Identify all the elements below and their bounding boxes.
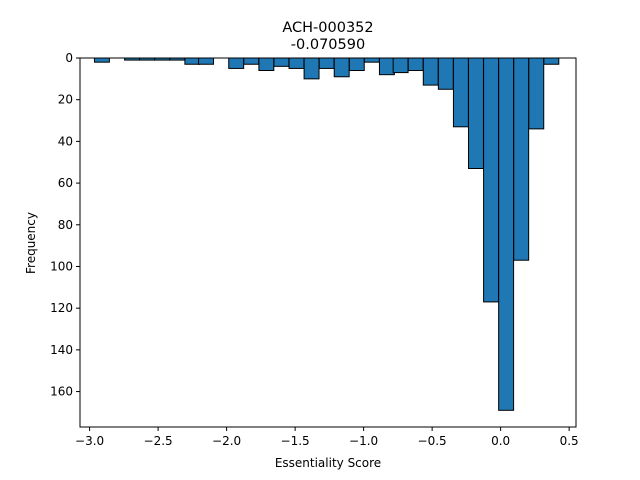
- histogram-bar: [452, 57, 469, 128]
- histogram-bar: [288, 57, 305, 69]
- histogram-bar: [363, 57, 380, 63]
- histogram-bar: [407, 57, 424, 72]
- histogram-bar: [303, 57, 320, 80]
- plot-frame: [79, 57, 577, 428]
- histogram-bar: [184, 57, 201, 65]
- y-tick-label: 80: [58, 218, 73, 232]
- histogram-bar: [468, 57, 484, 169]
- y-tick-label: 160: [50, 385, 73, 399]
- chart-subtitle: -0.070590: [291, 37, 365, 53]
- histogram-bar: [198, 57, 215, 65]
- histogram-bar: [392, 57, 409, 74]
- x-tick-label: −2.5: [144, 434, 173, 448]
- chart-title: ACH-000352: [282, 20, 373, 36]
- x-axis-label: Essentiality Score: [275, 456, 381, 470]
- histogram-bar: [543, 57, 560, 65]
- y-tick-label: 120: [50, 301, 73, 315]
- histogram-bar: [318, 57, 335, 69]
- histogram-bar: [483, 57, 500, 303]
- y-axis-label: Frequency: [24, 212, 38, 274]
- histogram-bar: [378, 57, 395, 76]
- histogram-bar: [513, 57, 530, 261]
- x-tick-label: −0.5: [418, 434, 447, 448]
- y-tick-label: 140: [50, 343, 73, 357]
- histogram-bar: [243, 57, 260, 65]
- x-tick-label: −1.0: [349, 434, 378, 448]
- histogram-bar: [437, 57, 454, 90]
- histogram-bar: [93, 57, 110, 63]
- x-tick-label: 0.0: [491, 434, 510, 448]
- histogram-bar: [228, 57, 245, 69]
- y-tick-label: 40: [58, 134, 73, 148]
- x-axis-ticks: −3.0 −2.5 −2.0 −1.5 −1.0 −0.5 0.0 0.5: [75, 427, 579, 448]
- x-tick-label: −1.5: [281, 434, 310, 448]
- y-tick-label: 100: [50, 259, 73, 273]
- histogram-bar: [258, 57, 275, 72]
- histogram-bar: [273, 57, 290, 67]
- x-tick-label: −3.0: [75, 434, 104, 448]
- y-axis-ticks: 0 20 40 60 80 100 120 140 160: [50, 51, 80, 399]
- x-tick-label: 0.5: [560, 434, 579, 448]
- histogram-bar: [348, 57, 365, 72]
- y-tick-label: 60: [58, 176, 73, 190]
- x-tick-label: −2.0: [212, 434, 241, 448]
- y-tick-label: 0: [65, 51, 73, 65]
- histogram-bar: [528, 57, 545, 130]
- histogram-bar: [498, 57, 515, 411]
- histogram-bar: [333, 57, 350, 78]
- histogram-bar: [422, 57, 439, 86]
- y-tick-label: 20: [58, 93, 73, 107]
